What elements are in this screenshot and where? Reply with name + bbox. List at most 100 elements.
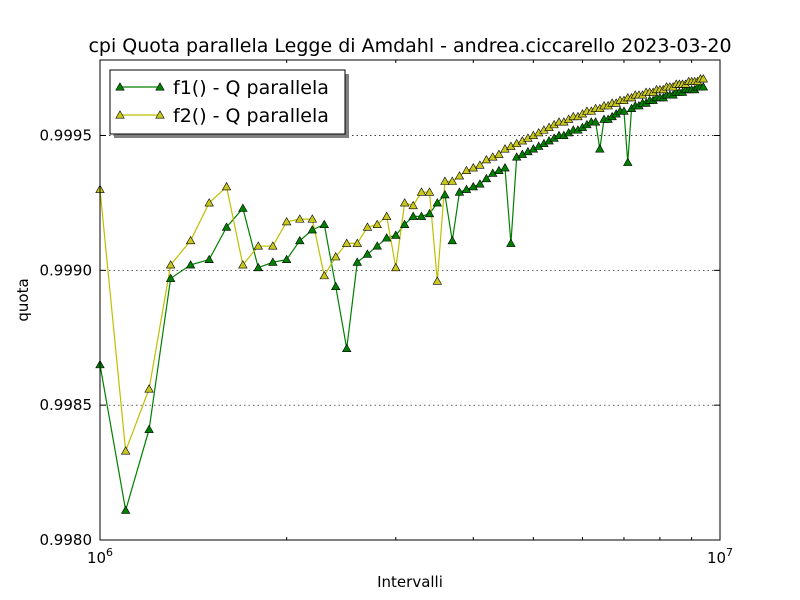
series-2-point	[144, 384, 154, 393]
series-1-point	[281, 254, 292, 264]
series-1-point	[381, 233, 392, 242]
chart-title: cpi Quota parallela Legge di Amdahl - an…	[88, 35, 731, 57]
series-1-point	[307, 225, 318, 234]
series-2-point	[281, 216, 292, 226]
series-2-point	[185, 235, 196, 245]
series-1-point	[447, 235, 458, 245]
series-1-point	[475, 179, 485, 188]
legend-marker	[115, 110, 125, 119]
series-1-point	[440, 190, 450, 199]
series-2-point	[432, 276, 443, 285]
series-1-point	[144, 424, 154, 433]
series-2-point	[494, 149, 504, 158]
series-2-point	[698, 74, 709, 83]
series-1-point	[253, 262, 263, 272]
series-1-point	[595, 144, 605, 153]
x-tick-label-base: 10	[707, 549, 726, 567]
series-1-point	[204, 254, 214, 264]
series-1-point	[500, 163, 510, 172]
series-2-point	[238, 260, 248, 269]
legend-entries: f1() - Q parallela f2() - Q parallela	[115, 77, 329, 127]
series-1-point	[408, 211, 418, 220]
series-1-point	[120, 505, 131, 514]
series-2-point	[253, 241, 263, 250]
legend-label: f1() - Q parallela	[173, 77, 329, 99]
series-2-point	[319, 270, 329, 280]
series-1-point	[623, 157, 633, 166]
series-2-point	[295, 214, 305, 223]
series-1-point	[372, 241, 382, 250]
series-2-point	[481, 154, 492, 164]
series-1-point	[221, 222, 232, 231]
legend: f1() - Q parallela f2() - Q parallela	[109, 69, 349, 138]
y-tick-label: 0.9995	[40, 127, 93, 145]
series-2-point	[352, 238, 363, 247]
series-2-point	[331, 252, 341, 261]
series-1-point	[185, 260, 196, 269]
legend-label: f2() - Q parallela	[173, 105, 329, 127]
series-2-point	[475, 160, 485, 169]
series-1-point	[488, 168, 498, 177]
y-tick-label: 0.9985	[40, 396, 93, 414]
legend-marker	[155, 110, 165, 119]
series-1-point	[461, 184, 472, 193]
x-axis-label: Intervalli	[377, 573, 443, 591]
series-1-point	[391, 230, 401, 239]
y-tick-label: 0.9980	[40, 531, 93, 549]
series-2-point	[204, 198, 214, 207]
ticks	[99, 60, 721, 541]
y-axis-label: quota	[14, 278, 32, 321]
series-2-point	[307, 214, 318, 223]
legend-box	[109, 69, 346, 135]
plot-frame	[99, 59, 721, 541]
series-1-point	[416, 211, 427, 220]
series-1-point	[506, 238, 516, 247]
series-1-point	[295, 235, 305, 245]
series-1-point	[352, 257, 363, 266]
series-1-point	[165, 273, 176, 282]
series-1-point	[698, 82, 709, 91]
series-2-point	[416, 187, 427, 196]
series-2-point	[391, 262, 401, 272]
x-tick-label: 107	[707, 546, 733, 567]
x-tick-label: 106	[87, 546, 113, 567]
series-1-point	[432, 198, 443, 207]
series-1-point	[362, 249, 373, 258]
y-tick-label: 0.9990	[40, 261, 93, 279]
series-2-point	[424, 187, 435, 196]
series-1-point	[331, 281, 341, 290]
series-2-point	[165, 260, 176, 269]
series-2-point	[399, 198, 410, 207]
series-1-point	[454, 187, 465, 196]
series-2-point	[447, 176, 458, 185]
series-2-point	[342, 238, 352, 247]
series-2-point	[454, 171, 465, 180]
plot-area	[100, 60, 720, 540]
series-2-point	[440, 176, 450, 185]
series-2-point	[120, 446, 131, 455]
series-1-point	[342, 343, 352, 352]
series-1-point	[590, 117, 601, 126]
series-2-point	[372, 219, 382, 228]
series-2-point	[268, 241, 278, 250]
series-1-point	[619, 106, 629, 115]
series-1-point	[319, 219, 329, 228]
x-tick-label-base: 10	[87, 549, 106, 567]
series-2-point	[362, 222, 373, 231]
series-1-point	[238, 203, 248, 212]
series-1-point	[399, 219, 410, 228]
series-2-point	[408, 200, 418, 210]
series-2-point	[468, 163, 478, 172]
x-tick-label-exponent: 6	[106, 546, 113, 559]
series-2-point	[488, 152, 498, 161]
series-2-point	[381, 211, 392, 220]
series-markers	[95, 74, 709, 514]
series-1-point	[268, 257, 278, 266]
series-2-point	[461, 165, 472, 175]
series-1-point	[424, 208, 435, 218]
series-1-point	[481, 173, 492, 183]
series-2-point	[221, 181, 232, 191]
legend-marker	[115, 82, 125, 91]
